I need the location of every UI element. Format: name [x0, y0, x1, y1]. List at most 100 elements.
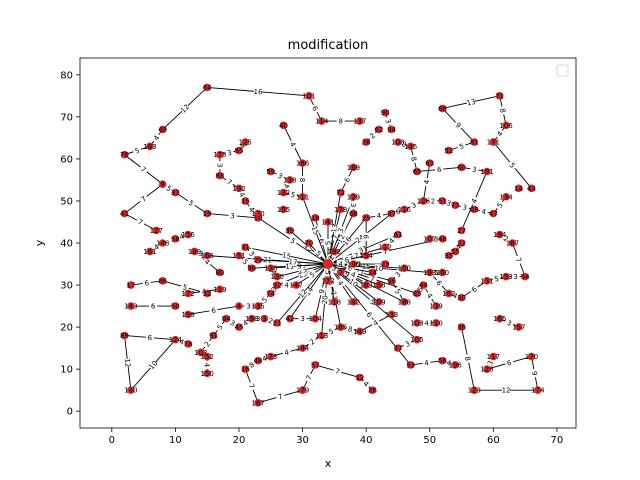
edge-label-bg — [239, 256, 251, 268]
node-label-55: 55 — [451, 248, 460, 256]
edge-weight: 6 — [343, 176, 352, 184]
edge-label-108: 5 — [392, 285, 404, 297]
node-label-158: 158 — [372, 282, 385, 290]
edge-label-28: 20 — [320, 295, 330, 305]
node-184 — [495, 230, 504, 239]
node-label-41: 41 — [120, 210, 129, 218]
edge-label-98: 4 — [443, 357, 454, 368]
edge-label-88: 5 — [491, 273, 502, 284]
node-123 — [470, 386, 479, 394]
edge-weight: 12 — [336, 233, 347, 245]
node-label-169: 169 — [347, 164, 360, 172]
edge-label-40: 4 — [336, 260, 345, 269]
edge-label-bg — [469, 164, 479, 175]
edge-label-bg — [295, 261, 304, 271]
edge-weight: 7 — [225, 178, 233, 187]
node-label-101: 101 — [302, 92, 315, 100]
node-36 — [457, 323, 466, 331]
node-label-15: 15 — [241, 197, 250, 205]
edge-label-bg — [392, 206, 404, 217]
edge-label-bg — [239, 317, 251, 329]
node-label-46: 46 — [438, 235, 447, 243]
edge-weight: 14 — [303, 285, 315, 297]
edge-weight: 2 — [368, 132, 377, 141]
edge-weight: 10 — [148, 359, 160, 371]
edge-label-bg — [246, 380, 257, 392]
edge-label-70: 4 — [494, 128, 506, 140]
edge-label-bg — [421, 177, 432, 187]
node-76 — [120, 150, 129, 159]
node-label-29: 29 — [254, 256, 263, 264]
node-label-56: 56 — [438, 357, 447, 365]
node-label-157: 157 — [512, 324, 525, 332]
node-label-144: 144 — [296, 345, 310, 353]
edge-label-bg — [529, 368, 540, 379]
edge-weight: 5 — [393, 288, 402, 296]
edge-label-bg — [265, 315, 276, 326]
node-label-130: 130 — [270, 273, 283, 281]
edge-label-55: 7 — [135, 216, 146, 228]
edge-weight: 5 — [216, 323, 225, 331]
node-label-73: 73 — [451, 202, 460, 210]
edge-weight: 6 — [395, 207, 402, 216]
edge-label-bg — [385, 235, 398, 247]
node-183 — [362, 281, 370, 289]
node-label-61: 61 — [393, 231, 402, 239]
edge-label-5: 15 — [309, 225, 321, 236]
edge-label-bg — [258, 294, 271, 306]
edge-weight: 5 — [324, 270, 332, 274]
edge-weight: 10 — [347, 277, 359, 289]
edge-weight: 15 — [281, 251, 291, 261]
node-33 — [171, 188, 180, 197]
node-19 — [203, 209, 211, 218]
node-label-9: 9 — [160, 181, 164, 189]
edge-weight: 6 — [437, 166, 443, 174]
node-label-196: 196 — [448, 361, 462, 369]
edge-weight: 4 — [424, 319, 429, 327]
node-label-138: 138 — [283, 176, 296, 184]
edge-label-52: 5 — [163, 182, 175, 194]
node-134 — [502, 192, 510, 201]
edge-label-135: 6 — [149, 302, 158, 311]
edge-weight: 12 — [502, 387, 511, 395]
node-3 — [260, 314, 269, 323]
edge-label-bg — [362, 232, 371, 241]
edge-label-bg — [246, 203, 258, 215]
node-label-48: 48 — [254, 357, 263, 365]
node-18 — [311, 213, 320, 222]
edge-label-130: 4 — [203, 360, 212, 369]
node-label-156: 156 — [181, 231, 195, 239]
edge-label-78: 4 — [479, 206, 489, 217]
edge-weight: 7 — [140, 195, 148, 204]
edge-label-50: 5 — [132, 145, 143, 156]
edge-label-bg — [402, 338, 413, 350]
edge-label-bg — [147, 359, 159, 371]
node-14 — [514, 184, 523, 193]
edge-weight: 3 — [404, 340, 411, 349]
node-96 — [387, 277, 396, 285]
node-94 — [387, 125, 396, 134]
node-label-188: 188 — [398, 298, 411, 306]
node-label-105: 105 — [410, 336, 423, 344]
node-35b — [445, 251, 453, 260]
node-32 — [203, 289, 211, 298]
edge-weight: 4 — [425, 292, 434, 300]
edge-label-bg — [320, 295, 330, 305]
node-103 — [413, 319, 421, 327]
node-label-17: 17 — [126, 282, 135, 290]
edge-label-bg — [150, 241, 162, 253]
node-170 — [527, 352, 536, 361]
edge-label-bg — [459, 202, 470, 213]
node-100 — [400, 264, 409, 273]
node-188 — [400, 298, 409, 306]
edge-weight: 3 — [228, 319, 236, 328]
edge-label-bg — [479, 206, 489, 217]
node-49 — [158, 125, 167, 134]
node-label-27: 27 — [457, 227, 466, 235]
edge-weight: 3 — [505, 319, 512, 328]
node-label-57: 57 — [311, 361, 320, 369]
node-138 — [286, 176, 294, 184]
edge-label-bg — [349, 201, 358, 210]
node-label-85: 85 — [413, 290, 422, 298]
node-90 — [381, 108, 390, 117]
